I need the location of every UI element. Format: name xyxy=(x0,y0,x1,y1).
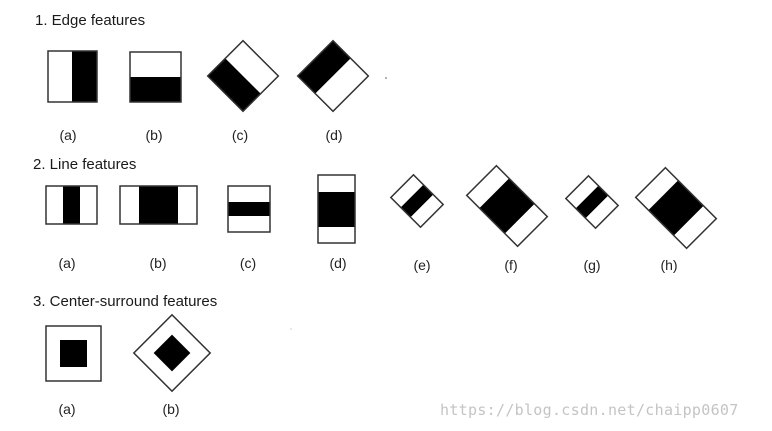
center-surround-features-title: 3. Center-surround features xyxy=(33,293,218,310)
caption-center-b: (b) xyxy=(162,401,180,417)
caption-line-g: (g) xyxy=(583,257,601,273)
caption-center-a: (a) xyxy=(58,401,76,417)
center-surround-feature-b xyxy=(132,313,212,393)
caption-edge-b: (b) xyxy=(145,127,163,143)
caption-edge-a: (a) xyxy=(59,127,77,143)
line-feature-f xyxy=(465,164,549,248)
line-feature-b xyxy=(119,185,198,225)
caption-edge-d: (d) xyxy=(325,127,343,143)
caption-line-d: (d) xyxy=(329,255,347,271)
caption-line-c: (c) xyxy=(239,255,257,271)
line-feature-c xyxy=(227,185,271,233)
line-features-title: 2. Line features xyxy=(33,156,137,173)
line-feature-e xyxy=(389,173,445,229)
caption-line-f: (f) xyxy=(504,257,518,273)
edge-features-title: 1. Edge features xyxy=(35,12,146,29)
line-feature-h xyxy=(634,166,718,250)
caption-line-b: (b) xyxy=(149,255,167,271)
edge-feature-a xyxy=(47,50,98,103)
stray-dot xyxy=(290,328,292,330)
line-feature-a xyxy=(45,185,98,225)
caption-line-a: (a) xyxy=(58,255,76,271)
edge-feature-b xyxy=(129,51,182,103)
stray-dot xyxy=(385,77,387,79)
edge-feature-c xyxy=(206,39,280,113)
watermark-url: https://blog.csdn.net/chaipp0607 xyxy=(440,401,739,419)
center-surround-feature-a xyxy=(45,325,102,382)
caption-line-e: (e) xyxy=(413,257,431,273)
caption-edge-c: (c) xyxy=(231,127,249,143)
line-feature-g xyxy=(564,174,620,230)
edge-feature-d xyxy=(296,39,370,113)
line-feature-d xyxy=(317,174,356,244)
caption-line-h: (h) xyxy=(660,257,678,273)
